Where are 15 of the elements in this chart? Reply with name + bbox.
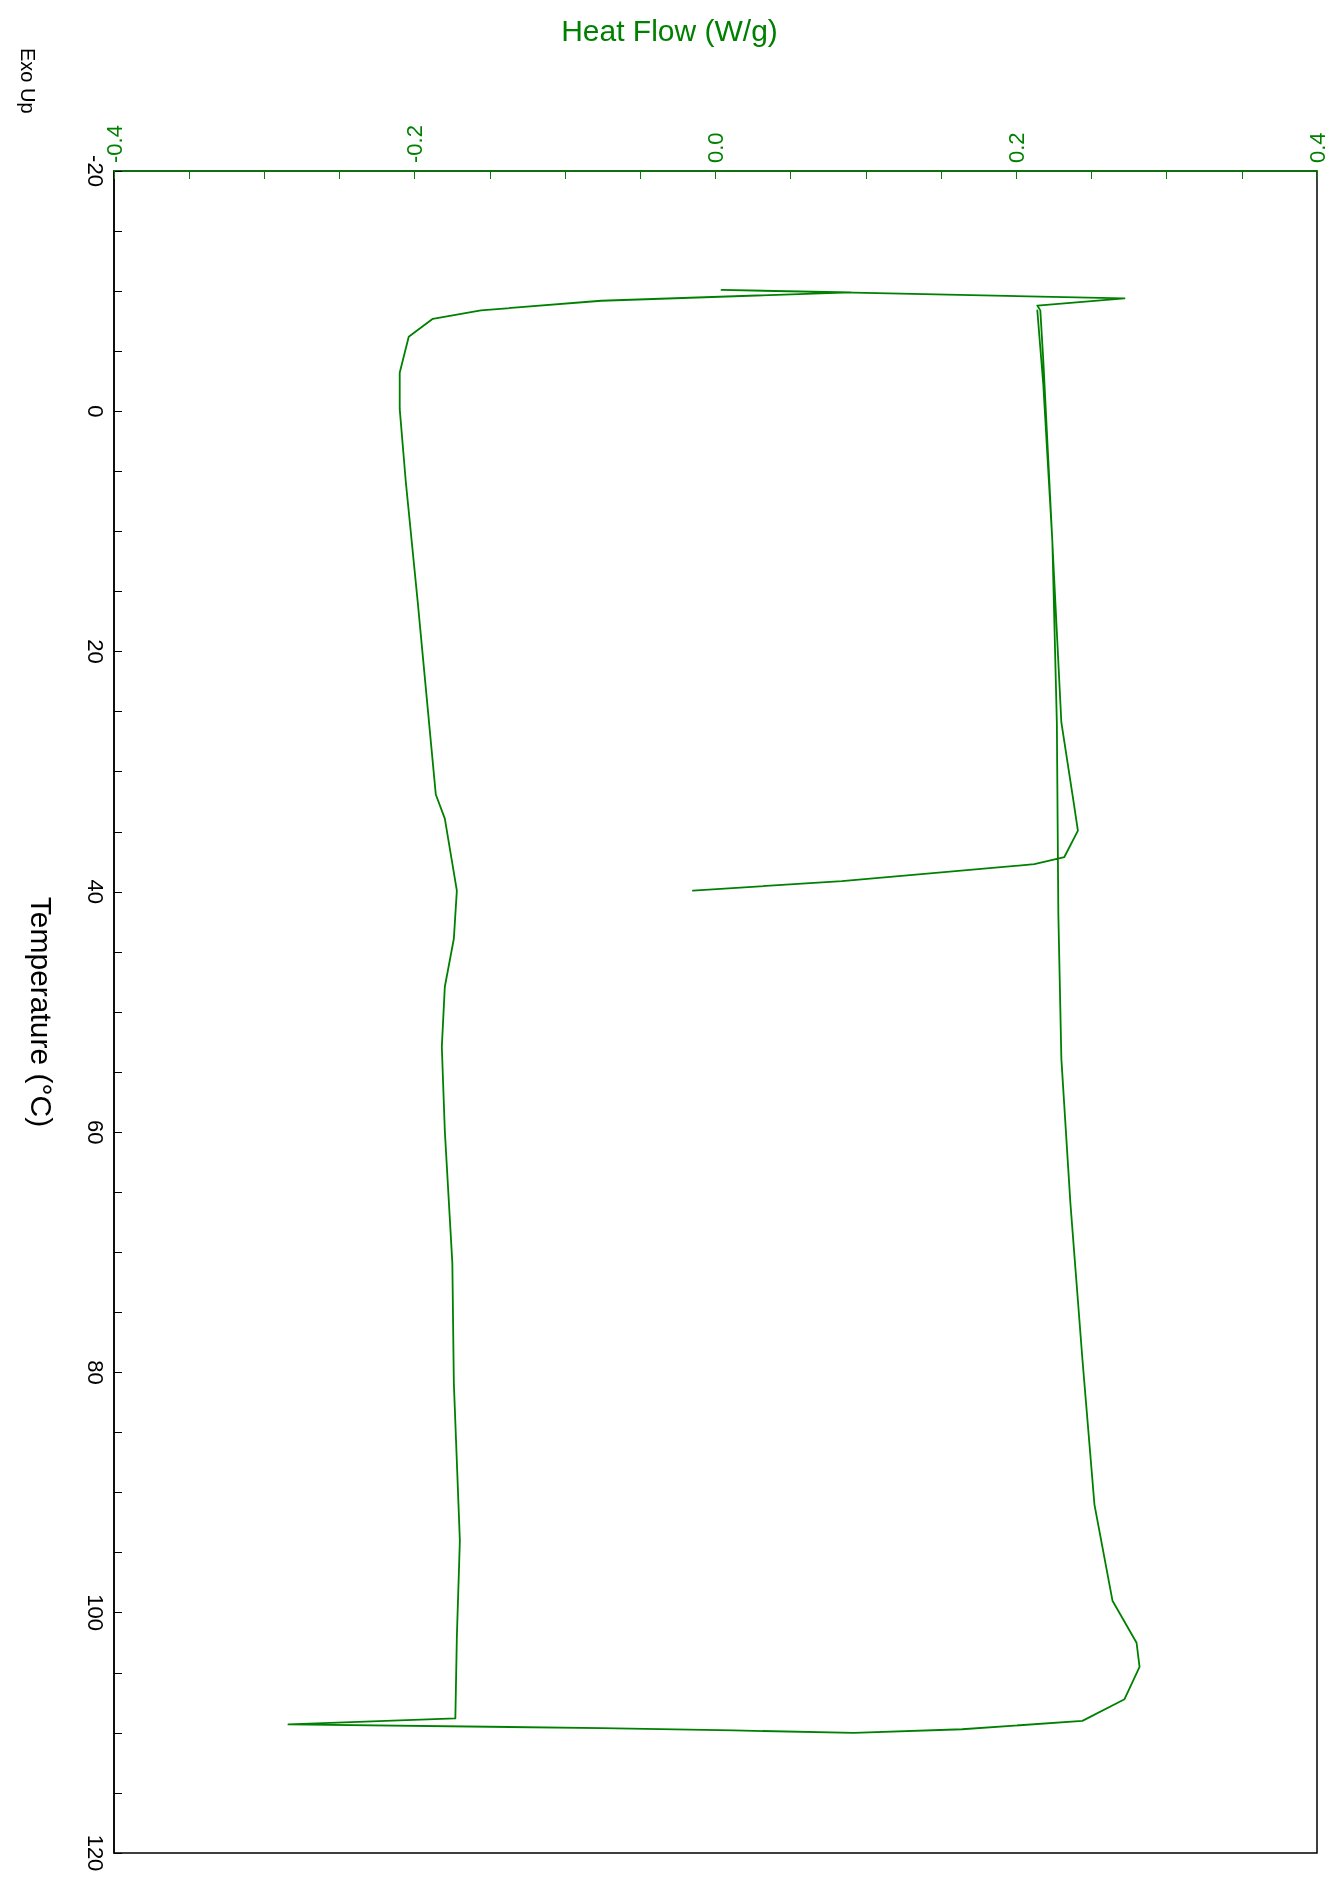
- chart-title: Heat Flow (W/g): [561, 13, 778, 47]
- x-tick-label: -0.2: [402, 125, 428, 163]
- y-tick-label: 20: [82, 639, 108, 664]
- y-tick-label: 60: [82, 1119, 108, 1145]
- x-tick-label: 0.4: [1304, 132, 1330, 163]
- y-axis-title: Temperature (°C): [24, 896, 58, 1128]
- y-tick-label: 40: [82, 879, 108, 905]
- y-tick-label: 100: [82, 1594, 108, 1632]
- y-tick-label: 120: [82, 1834, 108, 1872]
- x-tick-label: 0.0: [703, 132, 728, 163]
- text: Exo Up: [17, 48, 39, 114]
- y-tick-label: 0: [82, 405, 108, 418]
- y-tick-label: 80: [82, 1360, 108, 1385]
- x-tick-label: 0.2: [1003, 132, 1029, 163]
- line-series: [287, 289, 1141, 1734]
